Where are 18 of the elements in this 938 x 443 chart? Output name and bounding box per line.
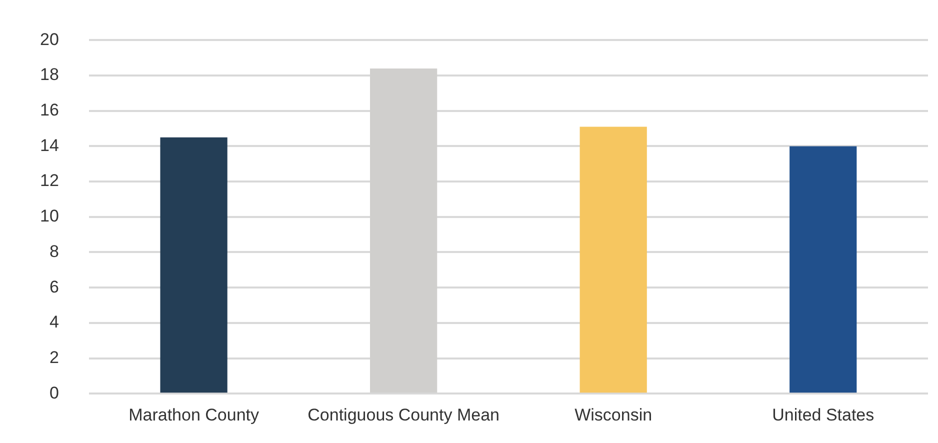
y-tick-label: 10 — [40, 206, 59, 226]
y-tick-label: 20 — [40, 30, 59, 49]
y-tick-label: 16 — [40, 100, 59, 120]
y-tick-label: 18 — [40, 65, 59, 84]
y-tick-label: 2 — [49, 348, 59, 367]
x-tick-label: Wisconsin — [574, 405, 652, 424]
bar — [580, 126, 647, 393]
y-tick-label: 6 — [49, 277, 59, 296]
y-tick-label: 14 — [40, 136, 59, 155]
y-tick-label: 0 — [49, 383, 59, 402]
y-tick-label: 8 — [49, 242, 59, 261]
x-tick-label: Marathon County — [128, 405, 260, 424]
bar — [790, 146, 857, 393]
x-tick-label: Contiguous County Mean — [308, 405, 500, 424]
y-tick-label: 4 — [49, 312, 59, 332]
bar — [160, 137, 228, 393]
y-tick-label: 12 — [40, 171, 59, 190]
x-tick-label: United States — [772, 405, 874, 424]
